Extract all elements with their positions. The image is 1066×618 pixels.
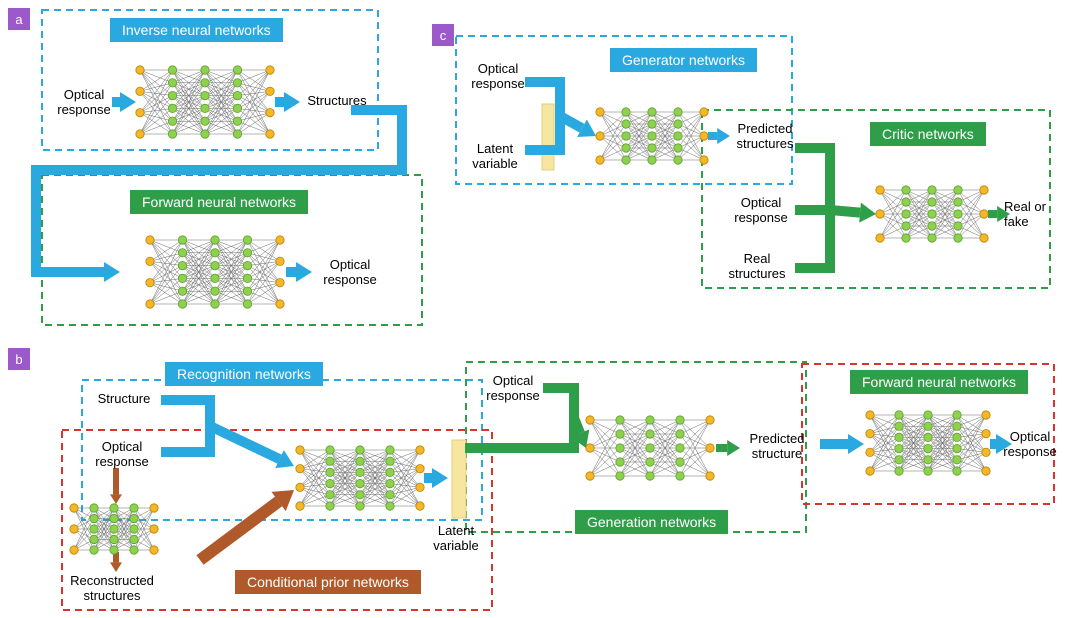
title-critic: Critic networks (870, 122, 986, 146)
panel-badge-b: b (8, 348, 30, 370)
label-b-structure: Structure (92, 392, 156, 407)
label-c-pred: Predictedstructures (730, 122, 800, 152)
label-c-optresp2: Opticalresponse (728, 196, 794, 226)
label-c-latent: Latentvariable (466, 142, 524, 172)
label-b-optresp: Opticalresponse (90, 440, 154, 470)
label-b-pred: Predictedstructure (744, 432, 810, 462)
label-a-out-bottom: Opticalresponse (318, 258, 382, 288)
panel-badge-c: c (432, 24, 454, 46)
title-inverse-nn: Inverse neural networks (110, 18, 283, 42)
label-a-in: Opticalresponse (52, 88, 116, 118)
label-b-optresp3: Opticalresponse (998, 430, 1062, 460)
label-b-optresp2: Opticalresponse (480, 374, 546, 404)
title-forward-nn-b: Forward neural networks (850, 370, 1028, 394)
label-c-out: Real orfake (1004, 200, 1058, 230)
label-a-out-top: Structures (302, 94, 372, 109)
title-forward-nn-a: Forward neural networks (130, 190, 308, 214)
label-c-optresp: Opticalresponse (466, 62, 530, 92)
title-generation: Generation networks (575, 510, 728, 534)
title-generator: Generator networks (610, 48, 757, 72)
label-b-recon: Reconstructedstructures (62, 574, 162, 604)
label-b-latent: Latentvariable (428, 524, 484, 554)
title-conditional-prior: Conditional prior networks (235, 570, 421, 594)
label-c-real: Realstructures (720, 252, 794, 282)
title-recognition: Recognition networks (165, 362, 323, 386)
panel-badge-a: a (8, 8, 30, 30)
